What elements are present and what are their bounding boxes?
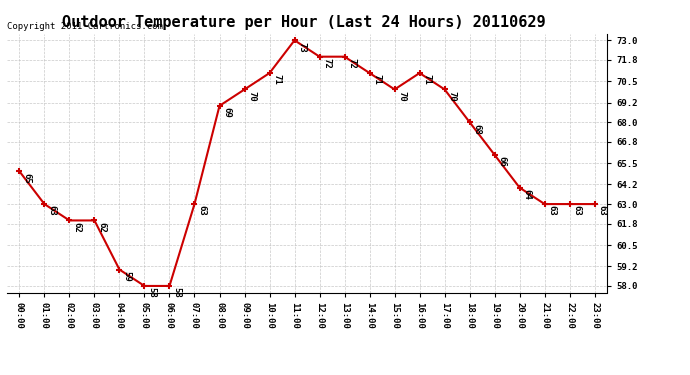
Text: 64: 64 — [522, 189, 531, 200]
Text: 63: 63 — [197, 206, 206, 216]
Text: 62: 62 — [72, 222, 81, 232]
Text: 70: 70 — [397, 91, 406, 102]
Text: 63: 63 — [547, 206, 556, 216]
Text: 73: 73 — [297, 42, 306, 53]
Text: Outdoor Temperature per Hour (Last 24 Hours) 20110629: Outdoor Temperature per Hour (Last 24 Ho… — [62, 15, 545, 30]
Text: 63: 63 — [598, 206, 607, 216]
Text: 69: 69 — [222, 107, 231, 118]
Text: 59: 59 — [122, 271, 131, 282]
Text: 70: 70 — [247, 91, 256, 102]
Text: 58: 58 — [147, 287, 156, 298]
Text: 71: 71 — [373, 75, 382, 85]
Text: 70: 70 — [447, 91, 456, 102]
Text: 72: 72 — [322, 58, 331, 69]
Text: 63: 63 — [47, 206, 56, 216]
Text: 68: 68 — [473, 124, 482, 134]
Text: 62: 62 — [97, 222, 106, 232]
Text: 65: 65 — [22, 173, 31, 183]
Text: 66: 66 — [497, 156, 506, 167]
Text: 71: 71 — [273, 75, 282, 85]
Text: 63: 63 — [573, 206, 582, 216]
Text: Copyright 2011 Cartronics.com: Copyright 2011 Cartronics.com — [7, 22, 163, 31]
Text: 72: 72 — [347, 58, 356, 69]
Text: 71: 71 — [422, 75, 431, 85]
Text: 58: 58 — [172, 287, 181, 298]
